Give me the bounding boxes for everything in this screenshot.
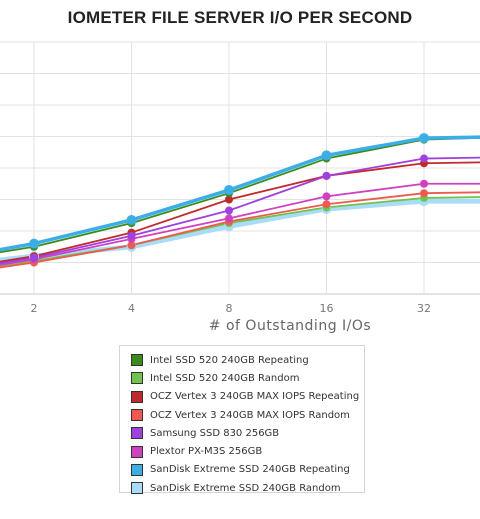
legend-item: SanDisk Extreme SSD 240GB Random <box>131 479 364 497</box>
series-point <box>224 185 234 196</box>
series-point <box>126 214 137 225</box>
series-point <box>127 231 136 240</box>
x-tick-label: 2 <box>31 302 38 315</box>
x-tick-label: 4 <box>128 302 135 315</box>
series-points <box>29 133 429 267</box>
series-point <box>321 150 332 161</box>
series-point <box>322 200 331 209</box>
legend-swatch <box>131 390 143 403</box>
series-point <box>29 238 39 249</box>
legend-item: Plextor PX-M3S 256GB <box>131 442 364 460</box>
series-point <box>420 179 428 188</box>
legend-label: OCZ Vertex 3 240GB MAX IOPS Random <box>150 409 350 421</box>
series-point <box>322 171 331 180</box>
series-point <box>225 214 233 223</box>
legend-label: SanDisk Extreme SSD 240GB Repeating <box>150 464 350 476</box>
series-point <box>30 253 38 262</box>
series-point <box>322 192 331 201</box>
legend-item: OCZ Vertex 3 240GB MAX IOPS Repeating <box>131 388 364 406</box>
legend-label: SanDisk Extreme SSD 240GB Random <box>150 482 341 494</box>
x-tick-label: 32 <box>417 302 431 315</box>
legend-label: Intel SSD 520 240GB Random <box>150 372 300 384</box>
legend-swatch <box>131 445 143 458</box>
legend-item: Samsung SSD 830 256GB <box>131 424 364 442</box>
series-point <box>225 206 233 215</box>
legend-item: Intel SSD 520 240GB Repeating <box>131 351 364 369</box>
series-point <box>225 195 233 204</box>
series-point <box>420 189 428 198</box>
legend: Intel SSD 520 240GB Repeating Intel SSD 5… <box>119 345 365 495</box>
legend-swatch <box>131 463 143 476</box>
legend-item: Intel SSD 520 240GB Random <box>131 369 364 387</box>
x-axis-label: # of Outstanding I/Os <box>208 318 372 334</box>
legend-swatch <box>131 409 143 422</box>
legend-swatch <box>131 372 143 385</box>
series-point <box>420 154 428 163</box>
legend-swatch <box>131 427 143 440</box>
legend-swatch <box>131 354 143 367</box>
legend-swatch <box>131 482 143 495</box>
series-point <box>127 241 136 250</box>
legend-item: OCZ Vertex 3 240GB MAX IOPS Random <box>131 406 364 424</box>
x-tick-label: 8 <box>226 302 233 315</box>
legend-label: Samsung SSD 830 256GB <box>150 427 280 439</box>
legend-label: OCZ Vertex 3 240GB MAX IOPS Repeating <box>150 391 360 403</box>
legend-label: Intel SSD 520 240GB Repeating <box>150 354 309 366</box>
legend-item: SanDisk Extreme SSD 240GB Repeating <box>131 461 364 479</box>
legend-label: Plextor PX-M3S 256GB <box>150 446 263 458</box>
x-tick-label: 16 <box>320 302 334 315</box>
series-lines <box>0 135 480 269</box>
x-axis-ticks: 2 4 8 16 32 <box>31 302 432 315</box>
series-point <box>419 133 429 144</box>
chart-title: IOMETER FILE SERVER I/O PER SECOND <box>67 8 413 27</box>
